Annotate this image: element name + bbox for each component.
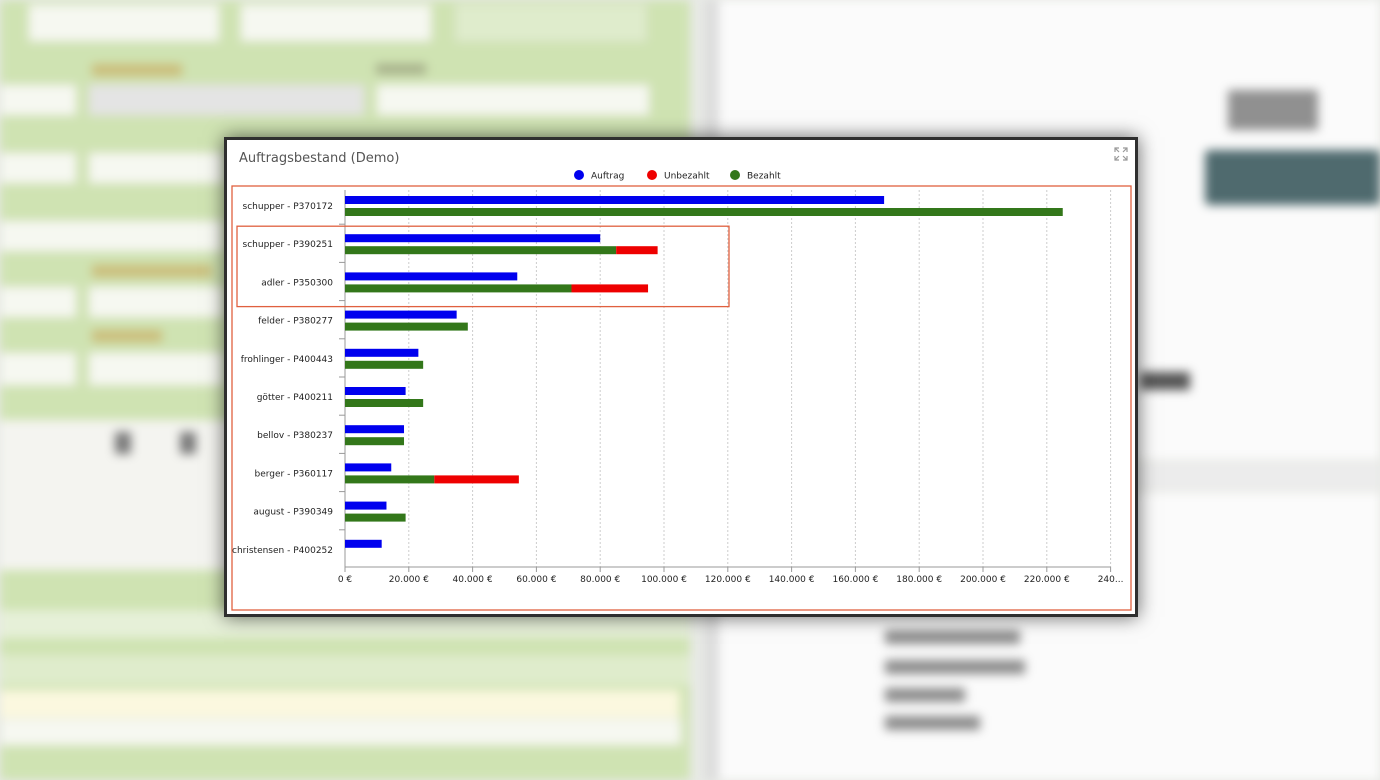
- category-label: götter - P400211: [257, 393, 333, 403]
- plot-frame: [231, 185, 1132, 611]
- bar-bezahlt: [345, 246, 617, 255]
- bg-strip: [0, 655, 690, 685]
- bar-bezahlt: [345, 437, 405, 446]
- bg-text: [885, 688, 965, 702]
- bg-field: [28, 4, 220, 42]
- expand-icon[interactable]: [1113, 146, 1129, 162]
- bg-field: [455, 4, 647, 42]
- bg-text: [885, 660, 1025, 674]
- bg-label: [92, 64, 182, 76]
- bar-bezahlt: [345, 513, 406, 522]
- x-tick-label: 140.000 €: [769, 575, 815, 585]
- legend-marker: [730, 170, 740, 180]
- bar-bezahlt: [345, 475, 435, 484]
- bg-table-header: [0, 690, 680, 718]
- x-tick-label: 40.000 €: [453, 575, 493, 585]
- bg-heading: [1140, 372, 1190, 390]
- bg-icon: [180, 432, 196, 454]
- bg-field: [0, 220, 224, 252]
- category-label: bellov - P380237: [257, 431, 333, 441]
- bg-field: [0, 84, 77, 116]
- bg-label: [92, 330, 162, 342]
- bar-unbezahlt: [571, 284, 649, 293]
- bg-field: [88, 352, 225, 386]
- x-tick-label: 100.000 €: [641, 575, 687, 585]
- bg-field: [376, 84, 650, 116]
- bg-field: [88, 152, 225, 184]
- category-label: schupper - P390251: [243, 240, 333, 250]
- bar-chart: 0 € 20.000 € 40.000 € 60.000 € 80.000 € 100.0…: [231, 170, 1132, 611]
- bar-bezahlt: [345, 322, 468, 331]
- bg-dark-widget: [1205, 150, 1380, 205]
- chart-dialog: Auftragsbestand (Demo) 0 € 20.000 € 40.000…: [224, 137, 1138, 617]
- bar-auftrag: [345, 234, 601, 243]
- bg-label: [92, 265, 212, 277]
- x-tick-label: 180.000 €: [896, 575, 942, 585]
- selection-highlight: [236, 225, 730, 308]
- legend-label: Auftrag: [591, 172, 624, 182]
- legend-label: Unbezahlt: [664, 172, 710, 182]
- legend-label: Bezahlt: [747, 172, 781, 182]
- category-label: adler - P350300: [261, 278, 333, 288]
- x-tick-label: 60.000 €: [516, 575, 556, 585]
- category-label: frohlinger - P400443: [241, 355, 333, 365]
- bar-bezahlt: [345, 360, 424, 369]
- bg-field: [0, 286, 77, 318]
- x-tick-label: 240...: [1098, 575, 1124, 585]
- bg-table-row: [0, 718, 682, 746]
- bar-bezahlt: [345, 284, 572, 293]
- bg-table-header: [1135, 460, 1380, 492]
- x-tick-label: 0 €: [338, 575, 353, 585]
- category-label: felder - P380277: [258, 317, 333, 327]
- bg-label: [376, 64, 426, 74]
- legend-marker: [574, 170, 584, 180]
- bg-icon: [115, 432, 131, 454]
- bar-auftrag: [345, 425, 405, 434]
- bg-logo: [1228, 90, 1318, 130]
- bar-auftrag: [345, 501, 387, 510]
- x-tick-label: 200.000 €: [960, 575, 1006, 585]
- bar-bezahlt: [345, 208, 1063, 216]
- bar-auftrag: [345, 272, 518, 281]
- x-tick-label: 80.000 €: [580, 575, 620, 585]
- bar-auftrag: [345, 387, 406, 395]
- category-label: schupper - P370172: [243, 202, 333, 212]
- bar-auftrag: [345, 310, 457, 319]
- bar-auftrag: [345, 196, 885, 204]
- x-tick-label: 20.000 €: [389, 575, 429, 585]
- chart-title: Auftragsbestand (Demo): [239, 151, 400, 166]
- bg-field: [0, 352, 77, 386]
- category-label: august - P390349: [253, 508, 333, 518]
- bg-field: [240, 4, 432, 42]
- legend-marker: [647, 170, 657, 180]
- bg-field: [88, 286, 225, 318]
- bar-auftrag: [345, 348, 419, 357]
- bar-unbezahlt: [616, 246, 658, 255]
- bg-text: [885, 716, 980, 730]
- bar-auftrag: [345, 463, 392, 472]
- category-label: christensen - P400252: [232, 546, 333, 556]
- bar-bezahlt: [345, 399, 424, 407]
- bar-unbezahlt: [434, 475, 519, 484]
- x-tick-label: 160.000 €: [832, 575, 878, 585]
- bg-field: [0, 152, 77, 184]
- bg-field: [88, 84, 365, 116]
- category-label: berger - P360117: [255, 469, 334, 479]
- bg-text: [885, 630, 1020, 644]
- x-tick-label: 120.000 €: [705, 575, 751, 585]
- bar-auftrag: [345, 539, 382, 548]
- x-tick-label: 220.000 €: [1024, 575, 1070, 585]
